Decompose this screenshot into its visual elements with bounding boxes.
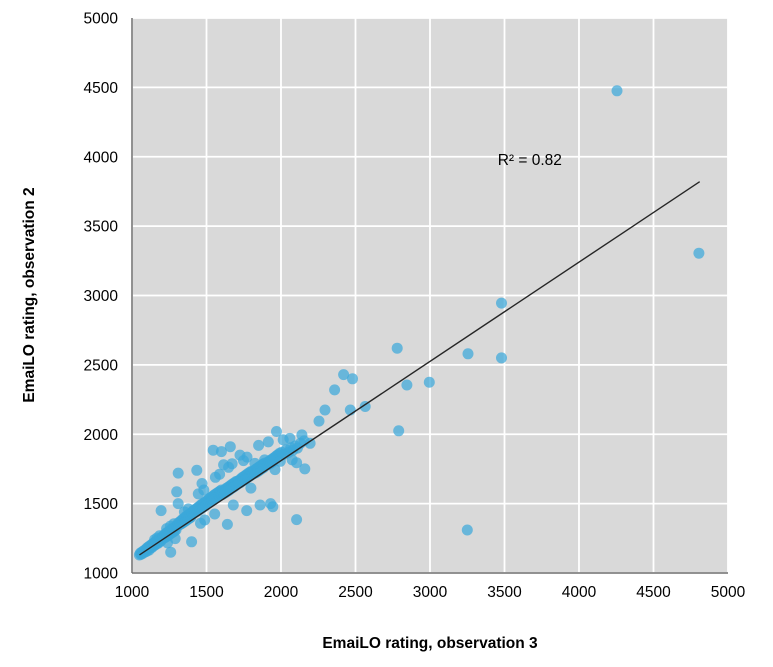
y-tick-label: 1500 [84, 496, 119, 513]
data-point [284, 432, 296, 444]
data-point [329, 384, 341, 396]
data-point [262, 436, 274, 448]
data-point [313, 415, 325, 427]
data-point [271, 426, 282, 437]
data-point [291, 514, 303, 526]
data-point [245, 482, 257, 494]
data-point [253, 439, 265, 451]
y-tick-label: 4500 [84, 80, 119, 97]
data-point [319, 404, 331, 416]
data-point [155, 505, 167, 517]
data-point [296, 429, 308, 441]
data-point [186, 536, 198, 548]
data-point [461, 524, 473, 536]
data-point [226, 458, 238, 470]
y-tick-label: 2500 [84, 357, 119, 374]
trendline [139, 181, 701, 556]
data-point [393, 425, 405, 437]
data-point [227, 499, 239, 511]
data-point [299, 463, 311, 475]
data-point [165, 546, 177, 558]
data-point [254, 499, 266, 511]
data-point [249, 457, 261, 469]
data-point [214, 468, 226, 480]
y-tick-label: 3000 [84, 288, 119, 305]
data-point [291, 457, 303, 469]
x-axis-title: EmaiLO rating, observation 3 [322, 635, 538, 652]
data-point [611, 85, 623, 97]
data-point [169, 533, 181, 545]
data-point [338, 369, 350, 381]
data-point [347, 373, 358, 385]
data-point [172, 467, 184, 479]
y-tick-label: 5000 [84, 11, 119, 28]
y-tick-label: 2000 [84, 427, 119, 444]
data-point [241, 505, 253, 517]
x-tick-label: 2000 [264, 584, 299, 601]
data-point [401, 379, 413, 391]
data-point [423, 376, 435, 388]
data-point [496, 297, 507, 309]
data-point [693, 247, 705, 259]
data-point [191, 464, 203, 476]
x-tick-label: 1500 [189, 584, 224, 601]
data-point [207, 444, 219, 456]
data-point [209, 508, 221, 520]
y-tick-label: 4000 [84, 149, 119, 166]
data-point [391, 342, 403, 354]
x-tick-label: 3500 [487, 584, 522, 601]
x-tick-label: 4000 [562, 584, 597, 601]
data-point [172, 498, 184, 510]
data-point [462, 348, 474, 360]
y-tick-label: 3500 [84, 219, 119, 236]
y-axis-title: EmaiLO rating, observation 2 [21, 187, 38, 403]
x-tick-label: 3000 [413, 584, 448, 601]
data-point [359, 401, 371, 412]
data-point [224, 441, 236, 453]
y-tick-label: 1000 [84, 566, 119, 583]
data-point [199, 514, 211, 526]
x-tick-label: 1000 [115, 584, 150, 601]
data-point [496, 352, 507, 364]
x-tick-label: 5000 [711, 584, 746, 601]
x-tick-label: 2500 [338, 584, 373, 601]
data-point [269, 464, 281, 476]
data-point [241, 451, 253, 463]
data-point [171, 486, 183, 498]
data-point [221, 518, 233, 530]
data-point [215, 446, 227, 458]
r-squared-label: R² = 0.82 [498, 152, 562, 169]
x-tick-label: 4500 [636, 584, 671, 601]
data-point [198, 484, 210, 496]
data-point [304, 437, 316, 449]
data-point [267, 501, 279, 513]
